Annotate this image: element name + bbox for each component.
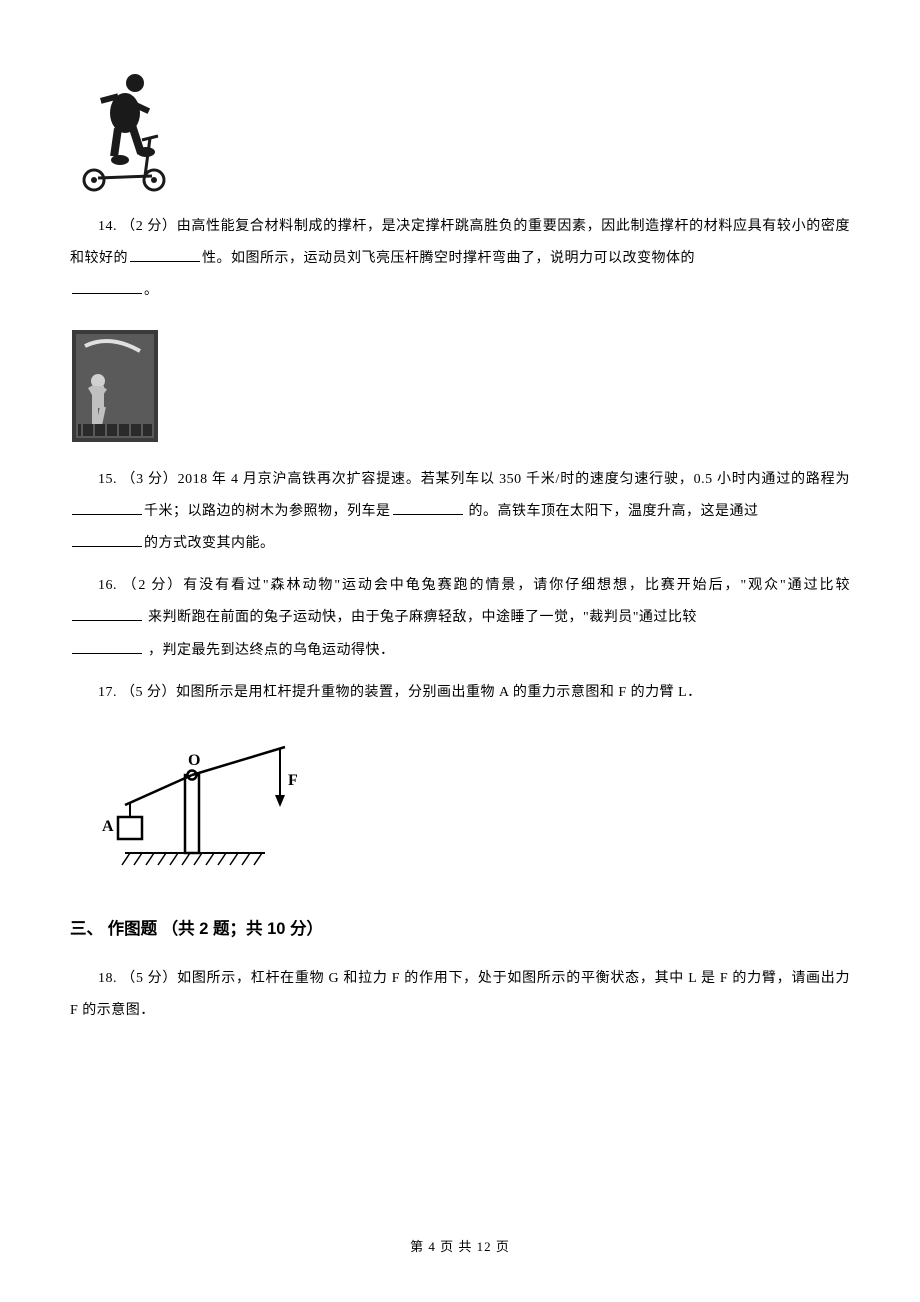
section-3-title: 三、 作图题 （共 2 题；共 10 分）: [70, 920, 323, 938]
q15-mid1: 千米；以路边的树木为参照物，列车是: [144, 504, 391, 519]
q18-text: 18. （5 分）如图所示，杠杆在重物 G 和拉力 F 的作用下，处于如图所示的…: [70, 971, 850, 1018]
figure-polevault: [70, 326, 850, 446]
svg-text:A: A: [102, 818, 114, 835]
q16-blank-2: [72, 640, 142, 654]
question-16: 16. （2 分）有没有看过"森林动物"运动会中龟兔赛跑的情景，请你仔细想想，比…: [70, 570, 850, 667]
question-14: 14. （2 分）由高性能复合材料制成的撑杆，是决定撑杆跳高胜负的重要因素，因此…: [70, 211, 850, 308]
figure-lever: O A F: [90, 723, 850, 883]
q15-blank-3: [72, 533, 142, 547]
q14-blank-1: [130, 248, 200, 262]
q15-mid2: 的。高铁车顶在太阳下，温度升高，这是通过: [465, 504, 759, 519]
q16-blank-1: [72, 607, 142, 621]
q14-suffix: 。: [144, 283, 159, 298]
figure-scooter: [70, 68, 850, 193]
q14-blank-2: [72, 280, 142, 294]
section-3-heading: 三、 作图题 （共 2 题；共 10 分）: [70, 911, 850, 949]
q16-suffix: ，判定最先到达终点的乌龟运动得快．: [144, 643, 395, 658]
q16-mid: 来判断跑在前面的兔子运动快，由于兔子麻痹轻敌，中途睡了一觉，"裁判员"通过比较: [144, 610, 697, 625]
svg-text:F: F: [288, 772, 298, 789]
question-15: 15. （3 分）2018 年 4 月京沪高铁再次扩容提速。若某列车以 350 …: [70, 464, 850, 561]
page-footer: 第 4 页 共 12 页: [0, 1232, 920, 1262]
q17-text: 17. （5 分）如图所示是用杠杆提升重物的装置，分别画出重物 A 的重力示意图…: [98, 685, 702, 700]
question-18: 18. （5 分）如图所示，杠杆在重物 G 和拉力 F 的作用下，处于如图所示的…: [70, 963, 850, 1027]
q16-prefix: 16. （2 分）有没有看过"森林动物"运动会中龟兔赛跑的情景，请你仔细想想，比…: [98, 578, 850, 593]
svg-text:O: O: [188, 752, 200, 769]
q15-prefix: 15. （3 分）2018 年 4 月京沪高铁再次扩容提速。若某列车以 350 …: [98, 472, 850, 487]
q15-blank-2: [393, 501, 463, 515]
q14-mid: 性。如图所示，运动员刘飞亮压杆腾空时撑杆弯曲了，说明力可以改变物体的: [202, 251, 695, 266]
question-17: 17. （5 分）如图所示是用杠杆提升重物的装置，分别画出重物 A 的重力示意图…: [70, 677, 850, 709]
q15-suffix: 的方式改变其内能。: [144, 536, 275, 551]
footer-text: 第 4 页 共 12 页: [410, 1239, 510, 1254]
q15-blank-1: [72, 501, 142, 515]
